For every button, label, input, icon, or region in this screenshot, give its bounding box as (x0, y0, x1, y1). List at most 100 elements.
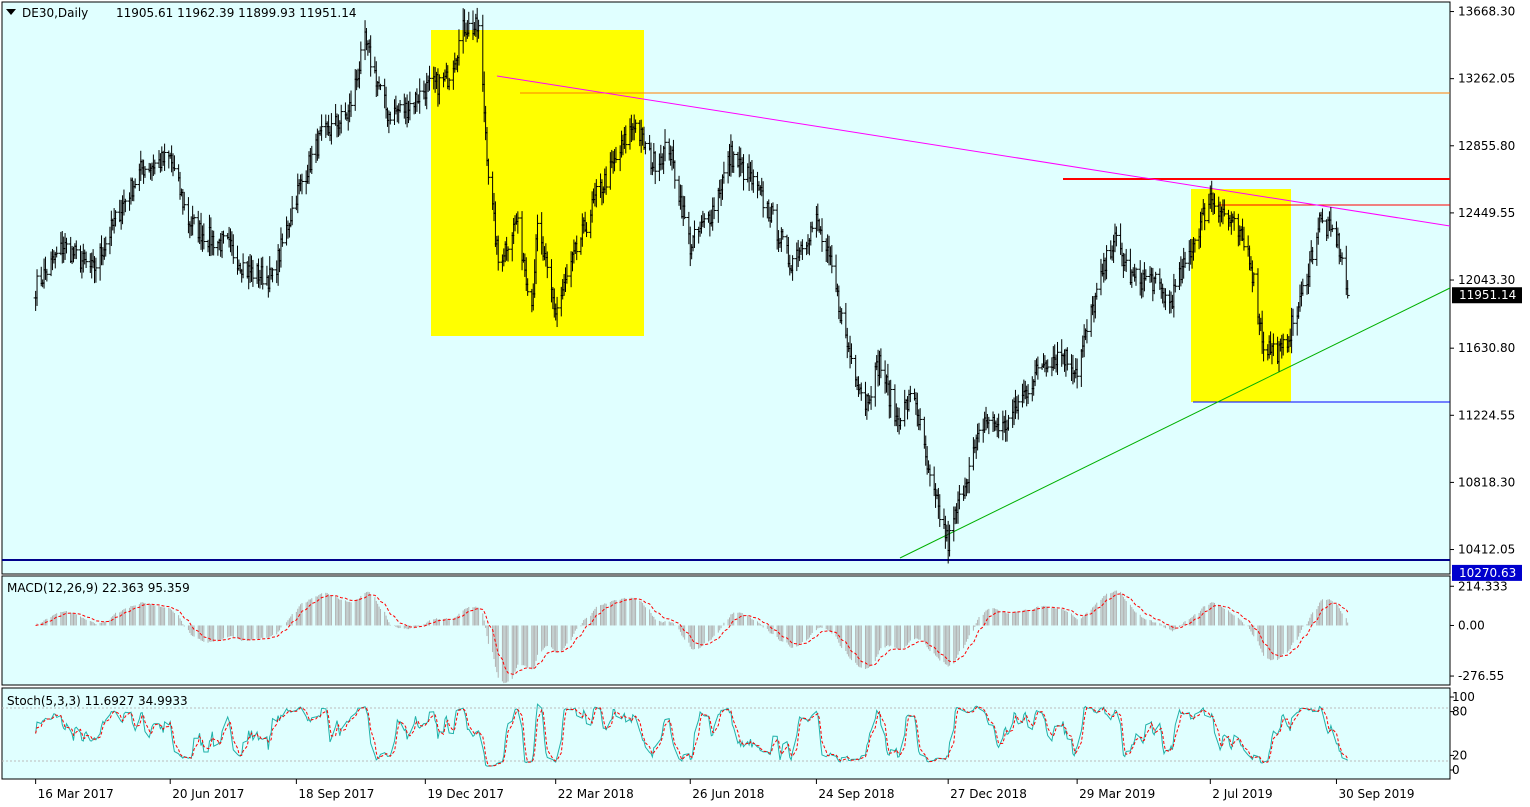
price-bar (996, 413, 1001, 439)
price-bar (613, 146, 618, 163)
price-bar (594, 179, 599, 208)
price-bar (1330, 224, 1335, 233)
price-bar (162, 143, 167, 171)
price-bar (378, 83, 383, 91)
price-bar (1094, 282, 1099, 300)
price-bar (398, 99, 403, 113)
stoch-main-line (35, 703, 1348, 767)
price-bar (643, 141, 648, 155)
price-bar (731, 151, 736, 173)
price-bar (712, 197, 717, 220)
price-bar (182, 191, 187, 211)
uptrend-line[interactable] (899, 287, 1451, 559)
time-tick-label: 26 Jun 2018 (692, 787, 764, 801)
price-bar (859, 382, 864, 401)
price-badge (1452, 564, 1522, 581)
time-tick-label: 22 Mar 2018 (558, 787, 634, 801)
stoch-panel[interactable] (1, 687, 1451, 780)
price-bar (721, 161, 726, 184)
price-bar (1345, 280, 1350, 299)
price-bars (33, 7, 1350, 564)
stoch-title: Stoch(5,3,3) 11.6927 34.9933 (7, 694, 188, 708)
macd-axis[interactable]: 214.333 0.00 -276.55 (1450, 579, 1508, 683)
price-bar (309, 145, 314, 174)
price-bar (1281, 333, 1286, 356)
price-bar (1212, 193, 1217, 214)
price-bar (496, 235, 501, 271)
price-bar (1241, 226, 1246, 251)
price-bar (682, 196, 687, 220)
collapse-arrow-icon[interactable] (6, 9, 16, 15)
price-bar (1192, 238, 1197, 253)
price-bar (564, 264, 569, 284)
price-bar (211, 230, 216, 256)
price-bar (44, 268, 49, 282)
macd-tick-label: 0.00 (1458, 618, 1485, 632)
price-bar (937, 494, 942, 527)
price-bar (761, 181, 766, 218)
price-tick-label: 12449.55 (1458, 206, 1515, 220)
price-bar (702, 213, 707, 229)
price-bar (35, 269, 40, 306)
price-bar (64, 237, 69, 254)
price-bar (957, 485, 962, 510)
time-tick-label: 20 Jun 2017 (172, 787, 244, 801)
price-bar (1320, 208, 1325, 224)
price-bar (525, 278, 530, 296)
price-bar (1055, 341, 1060, 375)
stoch-tick-label: 20 (1452, 748, 1467, 762)
price-bar (977, 422, 982, 443)
price-bar (260, 256, 265, 290)
stoch-tick-label: 0 (1452, 763, 1460, 777)
price-bar (751, 169, 756, 193)
macd-title: MACD(12,26,9) 22.363 95.359 (7, 581, 190, 595)
price-bar (967, 457, 972, 494)
stoch-tick-label: 80 (1452, 705, 1467, 719)
price-bar (133, 178, 138, 189)
price-bar (839, 308, 844, 325)
price-bar (672, 160, 677, 189)
downtrend-line[interactable] (496, 75, 1451, 227)
price-bar (878, 348, 883, 379)
time-tick-label: 19 Dec 2017 (427, 787, 504, 801)
price-bar (1173, 279, 1178, 293)
highlight-zone-1 (431, 30, 644, 336)
macd-tick-label: -276.55 (1458, 669, 1504, 683)
price-bar (1065, 347, 1070, 371)
price-bar (692, 220, 697, 248)
price-bar (74, 240, 79, 260)
price-bar (84, 251, 89, 268)
price-bar (947, 524, 952, 557)
stoch-signal-line (35, 706, 1349, 767)
macd-tick-label: 214.333 (1458, 579, 1508, 593)
price-bar (54, 246, 59, 258)
price-badge (1452, 287, 1522, 304)
price-axis[interactable]: 13668.30 13262.05 12855.80 12449.55 12043.30… (1450, 5, 1515, 557)
price-bar (231, 234, 236, 264)
price-bar (918, 408, 923, 431)
price-bar (437, 74, 442, 105)
price-bar (584, 222, 589, 238)
price-bar (574, 235, 579, 261)
price-bar (1124, 248, 1129, 272)
price-bar (810, 221, 815, 233)
price-bar (270, 267, 275, 283)
price-badges: 11951.14 10270.63 (1452, 287, 1522, 581)
price-bar (545, 251, 550, 279)
price-bar (1300, 278, 1305, 296)
price-bar (633, 119, 638, 133)
price-bar (770, 202, 775, 215)
price-bar (927, 464, 932, 487)
price-bar (1183, 251, 1188, 268)
price-bar (663, 129, 668, 162)
price-bar (358, 41, 363, 75)
time-tick-label: 18 Sep 2017 (298, 787, 374, 801)
time-axis[interactable]: 16 Mar 2017 20 Jun 2017 18 Sep 2017 19 Dec … (35, 779, 1415, 801)
price-bar (1271, 333, 1276, 357)
price-bar (447, 77, 452, 91)
price-bar (280, 233, 285, 247)
price-bar (555, 296, 560, 328)
price-bar (1202, 203, 1207, 231)
